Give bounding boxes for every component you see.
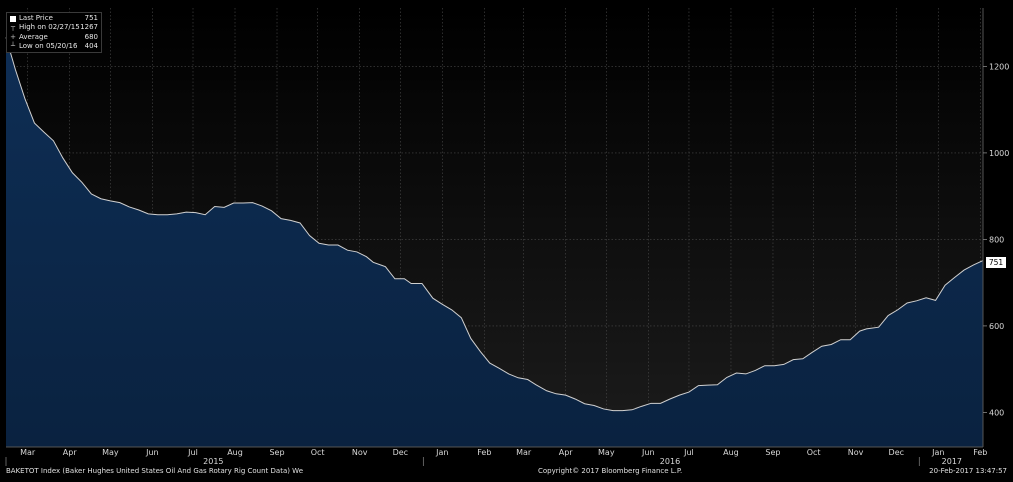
legend-high-value: 1267 (80, 23, 98, 32)
x-tick-label: Jul (187, 448, 198, 457)
legend-last-price-label: Last Price (19, 14, 53, 22)
legend-average: + Average 680 (10, 33, 98, 42)
last-price-swatch-icon (10, 15, 16, 22)
x-tick-label: Dec (889, 448, 904, 457)
y-tick-label: 600 (989, 322, 1004, 331)
x-tick-label: Apr (559, 448, 574, 457)
x-tick-label: Feb (477, 448, 491, 457)
legend-high-label: High on 02/27/15 (19, 23, 80, 32)
legend-last-price: Last Price 751 (10, 14, 98, 23)
x-tick-label: Sep (269, 448, 284, 457)
footer-timestamp: 20-Feb-2017 13:47:57 (929, 467, 1007, 475)
x-tick-label: Sep (765, 448, 780, 457)
x-tick-label: Jun (145, 448, 159, 457)
y-axis-ticks: 400 600 800 1000 1200 (983, 62, 1009, 417)
legend: Last Price 751 ┬ High on 02/27/15 1267 + A… (6, 12, 102, 53)
x-tick-label: Nov (848, 448, 864, 457)
legend-high: ┬ High on 02/27/15 1267 (10, 23, 98, 32)
x-axis-ticks: Mar Apr May Jun Jul Aug Sep Oct Nov Dec Jan Feb Mar A… (5, 448, 987, 466)
x-tick-label: Apr (63, 448, 78, 457)
low-marker-icon: ┴ (10, 41, 16, 50)
legend-last-price-value: 751 (84, 14, 98, 22)
x-tick-label: Aug (227, 448, 243, 457)
legend-low: ┴ Low on 05/20/16 404 (10, 42, 98, 51)
legend-average-label: Average (19, 32, 48, 41)
legend-low-label: Low on 05/20/16 (19, 41, 78, 50)
x-tick-label: Mar (20, 448, 36, 457)
high-marker-icon: ┬ (10, 23, 16, 32)
x-tick-label: May (102, 448, 119, 457)
footer-copyright: Copyright© 2017 Bloomberg Finance L.P. (538, 467, 683, 475)
x-tick-label: Jan (931, 448, 944, 457)
legend-low-value: 404 (84, 41, 98, 50)
year-label: 2016 (660, 457, 680, 466)
series-line (5, 37, 984, 412)
x-tick-label: Oct (311, 448, 325, 457)
x-tick-label: Mar (516, 448, 532, 457)
x-tick-label: Oct (807, 448, 821, 457)
x-tick-label: Jul (683, 448, 694, 457)
legend-average-value: 680 (84, 32, 98, 41)
last-value-label: 751 (986, 257, 1006, 268)
y-tick-label: 800 (989, 235, 1004, 244)
x-tick-label: Feb (973, 448, 987, 457)
x-tick-label: Jun (641, 448, 655, 457)
x-tick-label: Nov (352, 448, 368, 457)
year-label: 2017 (942, 457, 962, 466)
x-tick-label: May (598, 448, 615, 457)
y-tick-label: 1000 (989, 149, 1009, 158)
series-area (6, 37, 983, 447)
x-tick-label: Dec (393, 448, 408, 457)
average-marker-icon: + (10, 32, 16, 41)
y-tick-label: 400 (989, 408, 1004, 417)
x-tick-label: Jan (435, 448, 448, 457)
x-tick-label: Aug (723, 448, 739, 457)
y-tick-label: 1200 (989, 62, 1009, 71)
footer-index-description: BAKETOT Index (Baker Hughes United State… (6, 467, 304, 475)
year-label: 2015 (203, 457, 223, 466)
